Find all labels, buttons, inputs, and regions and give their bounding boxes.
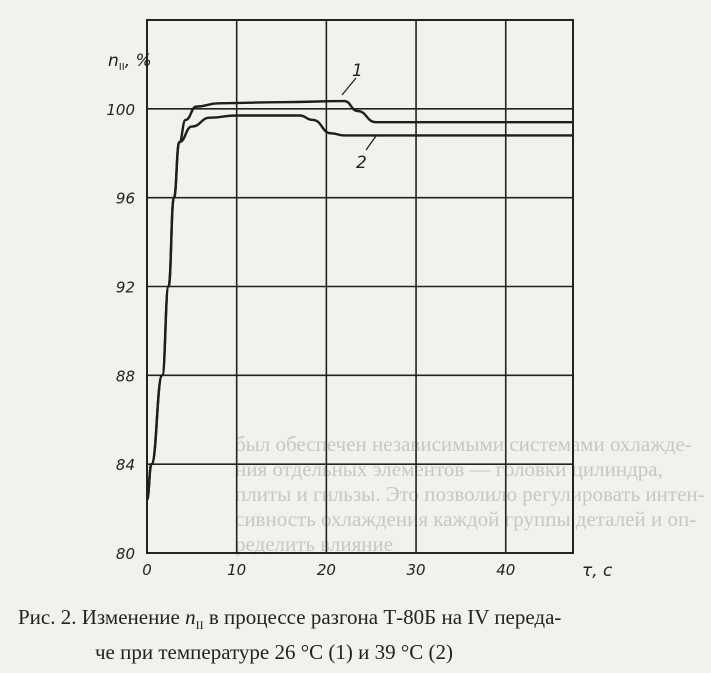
- series-1-label: 1: [352, 61, 363, 81]
- y-tick-label: 80: [116, 545, 135, 563]
- y-tick-label: 96: [116, 190, 135, 208]
- bleed-line: плиты и гильзы. Это позволило регулирова…: [235, 482, 705, 506]
- series-2-leader: [365, 135, 377, 151]
- caption-line-2: че при температуре 26 °С (1) и 39 °С (2): [95, 640, 453, 665]
- series-2-label: 2: [356, 153, 367, 173]
- series-1-leader: [341, 77, 357, 96]
- figure-caption: Рис. 2. Изменение nII в процессе разгона…: [0, 604, 711, 666]
- tick-labels: 0 10 20 30 40 80 84 88 92 96 100: [106, 101, 515, 579]
- x-tick-label: 0: [142, 561, 152, 579]
- bleed-line: был обеспечен независимыми системами охл…: [235, 432, 692, 456]
- caption-text: Рис. 2. Изменение: [18, 605, 186, 629]
- y-axis-label: nII, %: [108, 51, 152, 73]
- y-tick-label: 88: [116, 367, 135, 385]
- series-lines: [145, 99, 573, 501]
- y-tick-label: 84: [116, 456, 135, 474]
- caption-text: в процессе разгона Т-80Б на IV переда-: [203, 605, 562, 629]
- x-tick-label: 40: [496, 561, 515, 579]
- bleed-line: ния отдельных элементов — головки цилинд…: [235, 457, 663, 481]
- bleed-line: сивность охлаждения каждой группы детале…: [235, 507, 697, 531]
- x-tick-label: 30: [407, 561, 426, 579]
- grid: [146, 19, 574, 554]
- y-tick-label: 100: [106, 101, 135, 119]
- x-axis-label: τ, с: [582, 561, 613, 581]
- y-tick-label: 92: [116, 279, 135, 297]
- x-tick-label: 20: [317, 561, 336, 579]
- caption-symbol: nII: [185, 605, 204, 633]
- x-tick-label: 10: [227, 561, 246, 579]
- series-2-line: [145, 114, 573, 501]
